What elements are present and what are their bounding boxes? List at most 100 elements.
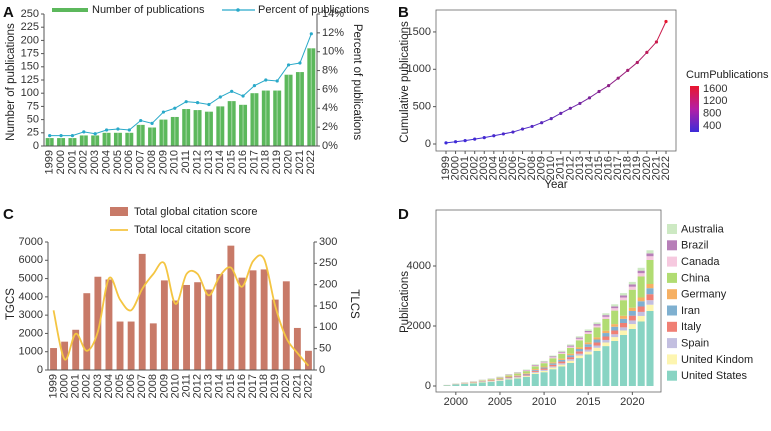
x-tick-label-c: 2006 xyxy=(125,374,137,398)
colorbar-tick-label: 400 xyxy=(703,120,721,132)
stacked-bar-segment xyxy=(531,365,539,367)
point-percent xyxy=(70,134,75,138)
stacked-bar-segment xyxy=(531,371,539,373)
x-tick-label-a: 2002 xyxy=(78,150,90,174)
stacked-bar-segment xyxy=(593,337,601,340)
stacked-bar-segment xyxy=(628,284,636,287)
x-tick-label-a: 2010 xyxy=(169,150,181,174)
point-percent xyxy=(275,79,279,83)
x-tick-label-a: 1999 xyxy=(44,150,56,174)
stacked-bar-segment xyxy=(478,382,486,386)
y-tick-label-a: 150 xyxy=(21,61,39,73)
stacked-bar-segment xyxy=(540,369,548,371)
colorbar-tick-label: 1600 xyxy=(703,83,727,95)
stacked-bar-segment xyxy=(646,256,654,260)
bar-publications xyxy=(273,90,282,146)
x-tick-label-c: 2011 xyxy=(180,374,192,398)
bar-publications xyxy=(284,74,293,146)
y-tick-label-d: 2000 xyxy=(407,320,431,332)
stacked-bar-segment xyxy=(602,330,610,334)
stacked-bar-segment xyxy=(567,360,575,363)
stacked-bar-segment xyxy=(619,293,628,296)
x-tick-label-a: 2011 xyxy=(180,150,192,174)
stacked-bar-segment xyxy=(505,376,513,378)
bar-tgcs xyxy=(293,327,301,370)
point-percent xyxy=(104,128,109,132)
x-tick-label-a: 2000 xyxy=(55,150,67,174)
stacked-bar-segment xyxy=(619,295,628,298)
legend-label-country: United Kindom xyxy=(681,354,753,366)
x-tick-label-c: 2009 xyxy=(158,374,170,398)
stacked-bar-segment xyxy=(628,320,636,325)
bar-highlight-publications xyxy=(208,111,210,146)
y-tick-label-a: 50 xyxy=(27,114,39,126)
stacked-bar-segment xyxy=(619,330,628,335)
point-cumulative xyxy=(463,139,467,143)
stacked-bar-segment xyxy=(514,377,522,379)
y-tick-label-a: 125 xyxy=(21,74,39,86)
bar-tgcs xyxy=(260,269,268,370)
x-tick-label-a: 2019 xyxy=(271,150,283,174)
y-tick-label-a: 100 xyxy=(21,87,39,99)
x-tick-label-b: 2017 xyxy=(612,156,624,180)
stacked-bar-segment xyxy=(628,315,636,321)
stacked-bar-segment xyxy=(522,375,530,377)
stacked-bar-segment xyxy=(584,333,592,343)
panel-letter-b: B xyxy=(398,4,409,21)
stacked-bar-segment xyxy=(628,311,636,316)
y-tick-label-a: 0 xyxy=(33,140,39,152)
x-tick-label-c: 2015 xyxy=(225,374,237,398)
stacked-bar-segment xyxy=(584,351,592,355)
x-tick-label-b: 2007 xyxy=(516,156,528,180)
x-tick-label-c: 2016 xyxy=(236,374,248,398)
bar-tgcs xyxy=(105,279,113,370)
x-tick-label-a: 2020 xyxy=(282,150,294,174)
bar-publications xyxy=(159,119,168,146)
stacked-bar-segment xyxy=(549,369,557,386)
bar-publications xyxy=(113,132,122,146)
y2-tick-label-a: 14% xyxy=(322,8,344,20)
point-cumulative xyxy=(482,136,486,140)
legend-label-publications: Number of publications xyxy=(92,4,205,16)
x-tick-label-a: 2001 xyxy=(66,150,78,174)
point-percent xyxy=(309,32,313,36)
line-segment-cumulative xyxy=(579,97,590,104)
point-percent xyxy=(252,84,257,88)
stacked-bar-segment xyxy=(522,373,530,375)
x-tick-label-c: 2010 xyxy=(169,374,181,398)
stacked-bar-segment xyxy=(558,366,566,386)
stacked-bar-segment xyxy=(584,354,592,386)
stacked-bar-segment xyxy=(593,345,601,348)
y-tick-label-b: 1000 xyxy=(407,63,431,75)
y2-tick-label-a: 6% xyxy=(322,83,338,95)
x-tick-label-d: 2010 xyxy=(532,396,556,408)
point-percent xyxy=(184,100,188,104)
stacked-bar-segment xyxy=(540,362,548,364)
stacked-bar-segment xyxy=(646,284,654,289)
stacked-bar-segment xyxy=(496,379,504,380)
bar-tgcs xyxy=(50,348,57,370)
y-tick-label-a: 75 xyxy=(27,100,39,112)
stacked-bar-segment xyxy=(505,378,513,379)
bar-highlight-publications xyxy=(310,48,312,146)
bar-highlight-publications xyxy=(299,72,301,146)
stacked-bar-segment xyxy=(619,297,628,301)
bar-highlight-publications xyxy=(151,127,153,146)
point-cumulative xyxy=(664,19,668,24)
stacked-bar-segment xyxy=(611,337,619,341)
point-cumulative xyxy=(511,130,515,134)
stacked-bar-segment xyxy=(540,367,548,369)
bar-tgcs xyxy=(238,277,246,370)
point-cumulative xyxy=(540,121,544,125)
point-cumulative xyxy=(626,68,630,72)
stacked-bar-segment xyxy=(611,308,619,311)
bar-tgcs xyxy=(249,270,257,370)
x-tick-label-a: 2004 xyxy=(100,150,112,174)
point-cumulative xyxy=(444,141,448,145)
y-tick-label-c: 3000 xyxy=(19,309,43,321)
x-tick-label-a: 2013 xyxy=(203,150,215,174)
bar-highlight-publications xyxy=(94,135,96,146)
stacked-bar-segment xyxy=(646,300,654,305)
stacked-bar-segment xyxy=(558,364,566,367)
y2-tick-label-a: 4% xyxy=(322,102,338,114)
